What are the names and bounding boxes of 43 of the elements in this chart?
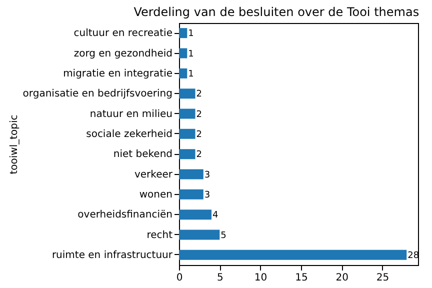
bar (179, 128, 196, 139)
x-tick-label: 0 (176, 272, 183, 284)
x-tick-label: 10 (254, 272, 268, 284)
y-axis-title: tooiwl_topic (8, 114, 20, 174)
y-tick-label: cultuur en recreatie (74, 28, 172, 40)
bar (179, 250, 407, 260)
data-label: 1 (188, 29, 194, 40)
y-tick-label: overheidsfinanciën (78, 210, 172, 221)
bar (179, 169, 204, 180)
data-label: 5 (220, 230, 226, 241)
bar (179, 48, 188, 58)
chart-title: Verdeling van de besluiten over de Tooi themas (134, 5, 420, 19)
y-tick-label: natuur en milieu (90, 108, 172, 120)
bar (179, 210, 212, 220)
bar (179, 149, 196, 160)
x-tick-label: 25 (376, 272, 390, 284)
data-label: 1 (188, 69, 194, 80)
data-label: 3 (204, 170, 210, 180)
y-tick-label: ruimte en infrastructuur (52, 250, 174, 261)
y-tick-label: recht (146, 230, 173, 241)
data-label: 2 (196, 90, 202, 100)
y-tick-label: wonen (139, 189, 172, 200)
bar (179, 189, 204, 200)
x-tick-label: 15 (295, 272, 308, 284)
data-label: 2 (196, 150, 202, 160)
data-label: 3 (204, 190, 210, 200)
data-label: 4 (212, 210, 219, 221)
y-tick-label: sociale zekerheid (86, 128, 172, 140)
y-tick-label: verkeer (134, 169, 174, 180)
bar (179, 88, 196, 99)
y-tick-label: niet bekend (113, 149, 172, 160)
data-label: 1 (188, 49, 194, 60)
x-tick-label: 5 (216, 272, 224, 284)
data-label: 2 (196, 110, 202, 120)
data-label: 2 (196, 130, 202, 140)
x-tick-label: 20 (336, 272, 348, 284)
bar (179, 230, 220, 240)
bar (179, 68, 188, 78)
y-tick-label: migratie en integratie (63, 68, 172, 80)
bar (179, 108, 196, 119)
y-tick-label: zorg en gezondheid (74, 48, 172, 60)
bar (179, 28, 188, 38)
y-tick-label: organisatie en bedrijfsvoering (22, 88, 172, 100)
